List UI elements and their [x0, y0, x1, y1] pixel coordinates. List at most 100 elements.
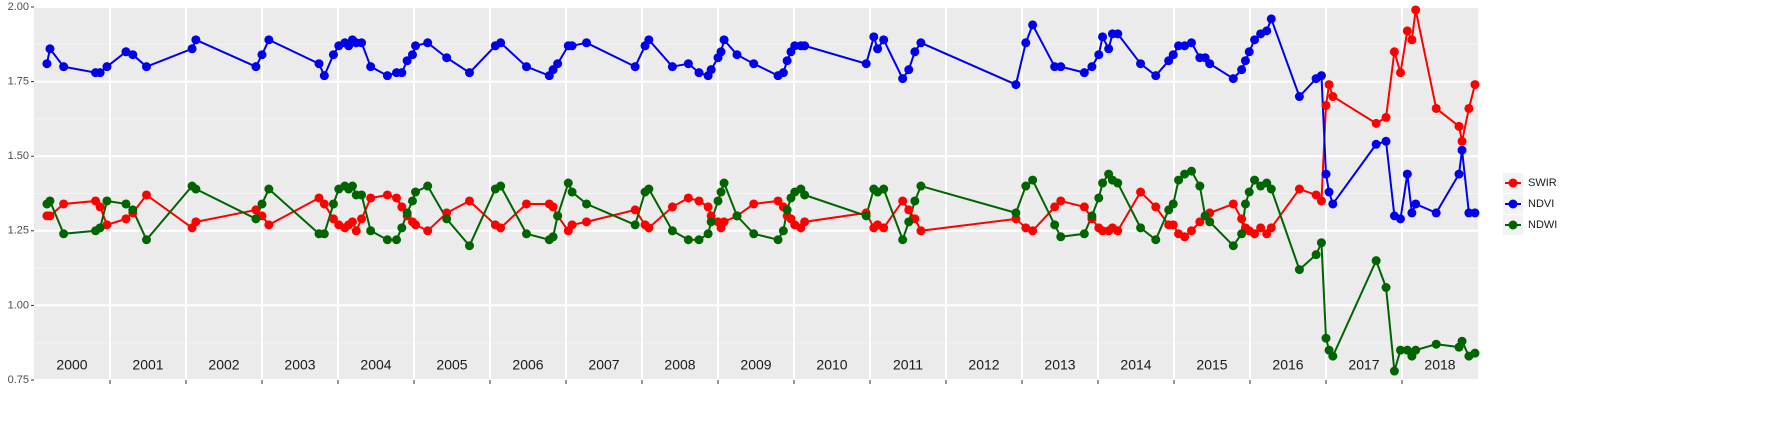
- point: [1168, 220, 1178, 230]
- point: [1311, 190, 1321, 200]
- point: [1098, 32, 1108, 42]
- point: [411, 220, 421, 230]
- point: [644, 223, 654, 233]
- point: [1151, 71, 1161, 81]
- point: [464, 241, 474, 251]
- point: [496, 181, 506, 191]
- point: [898, 74, 908, 84]
- point: [1205, 217, 1215, 227]
- point: [782, 205, 792, 215]
- legend-label: NDWI: [1528, 219, 1557, 231]
- point: [1237, 214, 1247, 224]
- point: [1028, 226, 1038, 236]
- point: [582, 38, 592, 48]
- point: [496, 38, 506, 48]
- point: [703, 202, 713, 212]
- point: [464, 196, 474, 206]
- point: [1011, 208, 1021, 218]
- point: [1079, 229, 1089, 239]
- point: [1250, 229, 1260, 239]
- year-label: 2016: [1272, 357, 1303, 373]
- point: [59, 199, 69, 209]
- year-label: 2005: [436, 357, 467, 373]
- axes: 0.75 1.00 1.25 1.50 1.75 2.00 2000 2001 2002 2003…: [8, 1, 1456, 386]
- point: [382, 71, 392, 81]
- point: [1094, 193, 1104, 203]
- point: [873, 44, 883, 54]
- point: [1324, 80, 1334, 90]
- point: [392, 193, 402, 203]
- point: [1321, 333, 1331, 343]
- point: [898, 235, 908, 245]
- point: [1174, 175, 1184, 185]
- point: [1266, 14, 1276, 24]
- point: [773, 196, 783, 206]
- point: [382, 190, 392, 200]
- point: [1050, 202, 1060, 212]
- point: [800, 190, 810, 200]
- point: [464, 68, 474, 78]
- point: [251, 205, 261, 215]
- point: [1431, 208, 1441, 218]
- point: [1151, 235, 1161, 245]
- point: [1395, 214, 1405, 224]
- point: [1021, 223, 1031, 233]
- point: [1431, 339, 1441, 349]
- point: [191, 184, 201, 194]
- point: [694, 68, 704, 78]
- point: [1411, 345, 1421, 355]
- point: [732, 50, 742, 60]
- point: [366, 226, 376, 236]
- legend-point: [1508, 220, 1518, 230]
- point: [1411, 5, 1421, 15]
- point: [357, 38, 367, 48]
- point: [1250, 35, 1260, 45]
- point: [102, 196, 112, 206]
- point: [667, 226, 677, 236]
- point: [1454, 169, 1464, 179]
- point: [45, 44, 55, 54]
- point: [1250, 175, 1260, 185]
- point: [1266, 223, 1276, 233]
- point: [706, 217, 716, 227]
- point: [351, 226, 361, 236]
- point: [719, 217, 729, 227]
- point: [1402, 169, 1412, 179]
- point: [1079, 202, 1089, 212]
- point: [749, 229, 759, 239]
- point: [713, 196, 723, 206]
- point: [1228, 74, 1238, 84]
- point: [128, 50, 138, 60]
- point: [314, 193, 324, 203]
- point: [397, 68, 407, 78]
- point: [407, 50, 417, 60]
- point: [1395, 68, 1405, 78]
- point: [1457, 136, 1467, 146]
- point: [402, 208, 412, 218]
- point: [121, 214, 131, 224]
- point: [45, 211, 55, 221]
- point: [567, 187, 577, 197]
- point: [1237, 229, 1247, 239]
- point: [1457, 336, 1467, 346]
- point: [1371, 118, 1381, 128]
- point: [357, 190, 367, 200]
- point: [548, 232, 558, 242]
- legend-point: [1508, 178, 1518, 188]
- point: [898, 196, 908, 206]
- point: [904, 217, 914, 227]
- point: [1328, 92, 1338, 102]
- point: [347, 181, 357, 191]
- point: [1079, 68, 1089, 78]
- point: [749, 59, 759, 69]
- year-label: 2011: [893, 357, 923, 373]
- point: [328, 199, 338, 209]
- point: [402, 56, 412, 66]
- point: [397, 223, 407, 233]
- point: [800, 217, 810, 227]
- year-label: 2015: [1196, 357, 1227, 373]
- point: [1256, 223, 1266, 233]
- point: [59, 229, 69, 239]
- point: [683, 59, 693, 69]
- point: [1266, 184, 1276, 194]
